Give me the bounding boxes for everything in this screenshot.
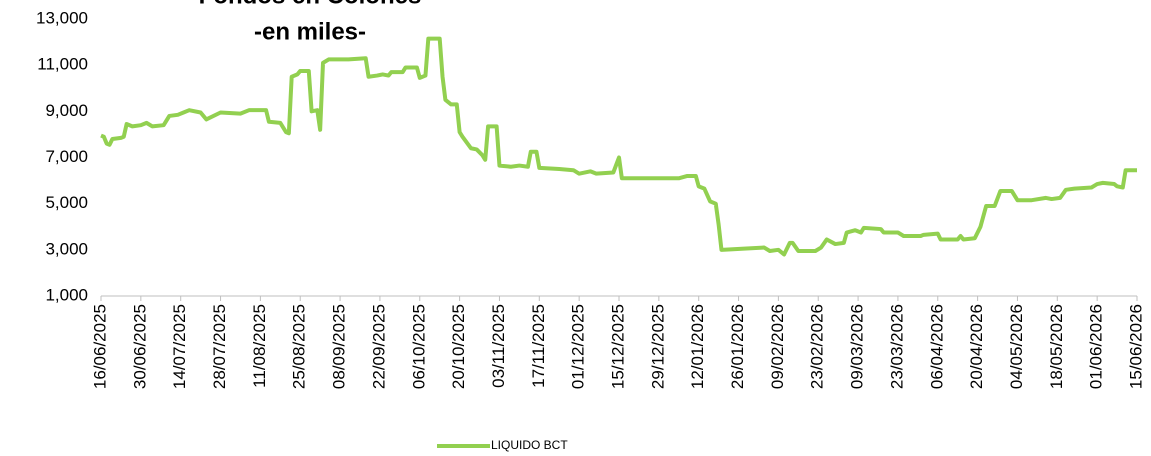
y-tick-label: 7,000 xyxy=(45,147,88,166)
x-tick-label: 15/12/2025 xyxy=(608,304,627,389)
x-tick-label: 22/09/2025 xyxy=(369,304,388,389)
x-tick-label: 17/11/2025 xyxy=(529,304,548,388)
x-tick-label: 23/03/2026 xyxy=(887,304,906,389)
x-tick-label: 14/07/2025 xyxy=(170,304,189,389)
y-tick-label: 1,000 xyxy=(45,285,88,304)
x-tick-label: 01/12/2025 xyxy=(569,304,588,389)
x-tick-label: 26/01/2026 xyxy=(728,304,747,389)
x-tick-label: 25/08/2025 xyxy=(290,304,309,389)
x-tick-label: 09/03/2026 xyxy=(848,304,867,389)
y-tick-label: 9,000 xyxy=(45,101,88,120)
chart-subtitle: -en miles- xyxy=(254,18,366,45)
data-line xyxy=(100,36,1137,257)
x-tick-label: 16/06/2025 xyxy=(90,304,109,389)
x-tick-label: 23/02/2026 xyxy=(808,304,827,389)
x-tick-label: 28/07/2025 xyxy=(210,304,229,389)
x-tick-label: 30/06/2025 xyxy=(130,304,149,389)
x-tick-label: 11/08/2025 xyxy=(250,304,269,388)
x-tick-label: 15/06/2026 xyxy=(1126,304,1145,389)
y-tick-label: 13,000 xyxy=(36,8,88,27)
x-tick-label: 03/11/2025 xyxy=(489,304,508,388)
x-tick-label: 18/05/2026 xyxy=(1047,304,1066,389)
x-tick-label: 09/02/2026 xyxy=(768,304,787,389)
x-tick-label: 01/06/2026 xyxy=(1087,304,1106,389)
chart-title: Fondos en Colones xyxy=(199,0,422,9)
y-tick-label: 3,000 xyxy=(45,239,88,258)
x-tick-label: 20/04/2026 xyxy=(967,304,986,389)
legend-label: LIQUIDO BCT xyxy=(491,438,568,452)
x-tick-label: 29/12/2025 xyxy=(648,304,667,389)
y-tick-label: 11,000 xyxy=(37,55,88,74)
x-tick-label: 08/09/2025 xyxy=(330,304,349,389)
x-tick-label: 20/10/2025 xyxy=(449,304,468,389)
x-tick-label: 06/04/2026 xyxy=(927,304,946,389)
x-tick-label: 12/01/2026 xyxy=(688,304,707,389)
x-tick-label: 04/05/2026 xyxy=(1007,304,1026,389)
x-tick-label: 06/10/2025 xyxy=(409,304,428,389)
y-tick-label: 5,000 xyxy=(45,193,88,212)
